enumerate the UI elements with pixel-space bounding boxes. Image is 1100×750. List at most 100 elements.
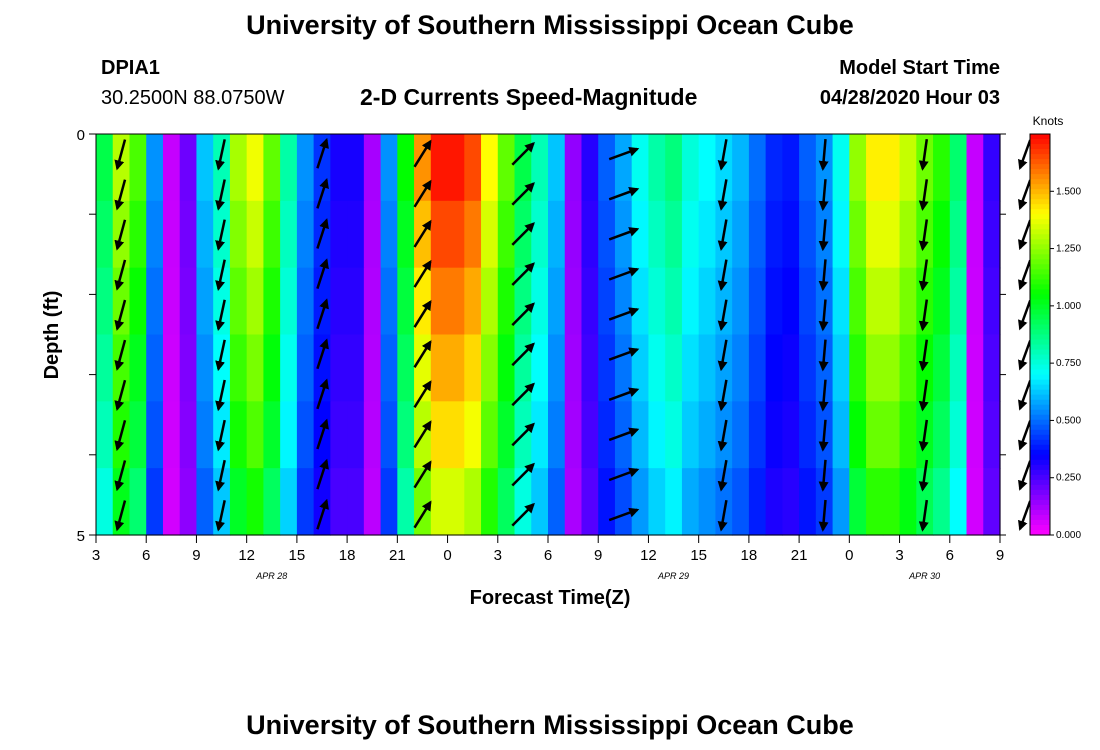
date-label: APR 28 — [255, 571, 287, 581]
heatmap-cell — [313, 267, 331, 336]
heatmap-cell — [497, 267, 516, 336]
heatmap-cell — [866, 267, 884, 336]
heatmap-cell — [380, 401, 398, 469]
heatmap-cell — [363, 401, 382, 469]
heatmap-cell — [397, 334, 415, 402]
heatmap-cell — [698, 401, 717, 469]
current-arrow — [114, 299, 127, 331]
heatmap-cell — [782, 468, 800, 536]
current-arrow — [114, 500, 127, 532]
heatmap-cell — [614, 267, 633, 336]
current-arrow — [316, 498, 329, 530]
heatmap-cell — [648, 468, 666, 536]
current-arrow — [215, 339, 226, 372]
current-arrow — [316, 378, 329, 410]
current-arrow — [818, 299, 829, 332]
heatmap-cell — [966, 267, 984, 336]
heatmap-cell — [748, 468, 767, 536]
heatmap-cell — [280, 200, 298, 269]
heatmap-cell — [732, 401, 750, 469]
colorbar-strip — [1030, 379, 1050, 386]
colorbar-strip — [1030, 404, 1050, 411]
x-tick-label: 21 — [791, 547, 808, 564]
heatmap-cell — [949, 401, 968, 469]
heatmap-cell — [681, 468, 700, 536]
heatmap-cell — [179, 401, 198, 469]
heatmap-cell — [229, 468, 248, 536]
colorbar-strip — [1030, 284, 1050, 290]
current-arrow — [918, 419, 929, 452]
current-arrow — [114, 460, 127, 492]
current-arrow — [1018, 139, 1032, 170]
heatmap-cell — [882, 200, 901, 269]
heatmap-cell — [966, 134, 984, 202]
heatmap-cell — [246, 468, 265, 536]
date-label: APR 30 — [908, 571, 940, 581]
x-tick-label: 18 — [741, 547, 758, 564]
current-arrow — [413, 219, 432, 248]
heatmap-cells — [96, 134, 1001, 536]
current-arrow — [215, 139, 226, 171]
current-arrow — [818, 499, 829, 532]
colorbar-strip — [1030, 309, 1050, 316]
current-arrow — [918, 179, 929, 211]
current-arrow — [215, 299, 226, 332]
colorbar-strip — [1030, 274, 1050, 280]
heatmap-cell — [899, 200, 917, 269]
x-tick-label: 15 — [289, 547, 306, 564]
current-arrow — [215, 379, 226, 412]
colorbar-strip — [1030, 264, 1050, 270]
heatmap-cell — [330, 468, 348, 536]
heatmap-cell — [531, 468, 549, 536]
current-arrow — [316, 177, 329, 209]
colorbar-strip — [1030, 449, 1050, 456]
colorbar-strip — [1030, 519, 1050, 526]
colorbar: 0.000 0.250 0.500 0.750 1.000 1.250 1.500 — [1029, 133, 1081, 541]
heatmap-cell — [732, 468, 750, 536]
colorbar-strip — [1030, 394, 1050, 401]
current-arrow — [413, 300, 432, 328]
x-tick-label: 6 — [544, 547, 552, 564]
heatmap-cell — [648, 334, 666, 402]
heatmap-cell — [330, 267, 348, 336]
x-tick-label: 9 — [192, 547, 200, 564]
current-arrow — [413, 139, 432, 168]
heatmap-cell — [648, 401, 666, 469]
heatmap-cell — [162, 468, 181, 536]
current-arrow — [717, 339, 728, 372]
current-arrow — [918, 499, 929, 532]
current-arrow — [717, 459, 728, 492]
colorbar-strip — [1030, 299, 1050, 306]
colorbar-strip — [1030, 269, 1050, 275]
model-start-label: Model Start Time — [839, 57, 1000, 79]
heatmap-cell — [96, 134, 114, 202]
colorbar-strip — [1030, 429, 1050, 436]
heatmap-cell — [966, 468, 984, 536]
current-arrow — [114, 139, 127, 171]
colorbar-strip — [1030, 364, 1050, 371]
heatmap-cell — [681, 267, 700, 336]
heatmap-cell — [347, 267, 365, 336]
heatmap-cell — [548, 200, 566, 269]
heatmap-cell — [732, 134, 750, 202]
heatmap-cell — [782, 334, 800, 402]
current-arrow — [918, 219, 929, 252]
heatmap-cell — [330, 334, 348, 402]
heatmap-cell — [581, 468, 599, 536]
heatmap-cell — [447, 267, 465, 336]
colorbar-strip — [1030, 324, 1050, 331]
current-arrow — [413, 380, 432, 409]
heatmap-cell — [681, 134, 700, 202]
current-arrows — [114, 137, 1032, 532]
heatmap-cell — [397, 401, 415, 469]
heatmap-cell — [397, 200, 415, 269]
model-start-value: 04/28/2020 Hour 03 — [819, 87, 1000, 109]
colorbar-strip — [1030, 359, 1050, 366]
colorbar-strip — [1030, 319, 1050, 326]
heatmap-cell — [832, 401, 850, 469]
heatmap-cell — [296, 134, 315, 202]
current-arrow — [1018, 340, 1032, 371]
current-arrow — [818, 379, 829, 412]
y-axis-label: Depth (ft) — [41, 291, 63, 380]
current-arrow — [511, 502, 535, 527]
